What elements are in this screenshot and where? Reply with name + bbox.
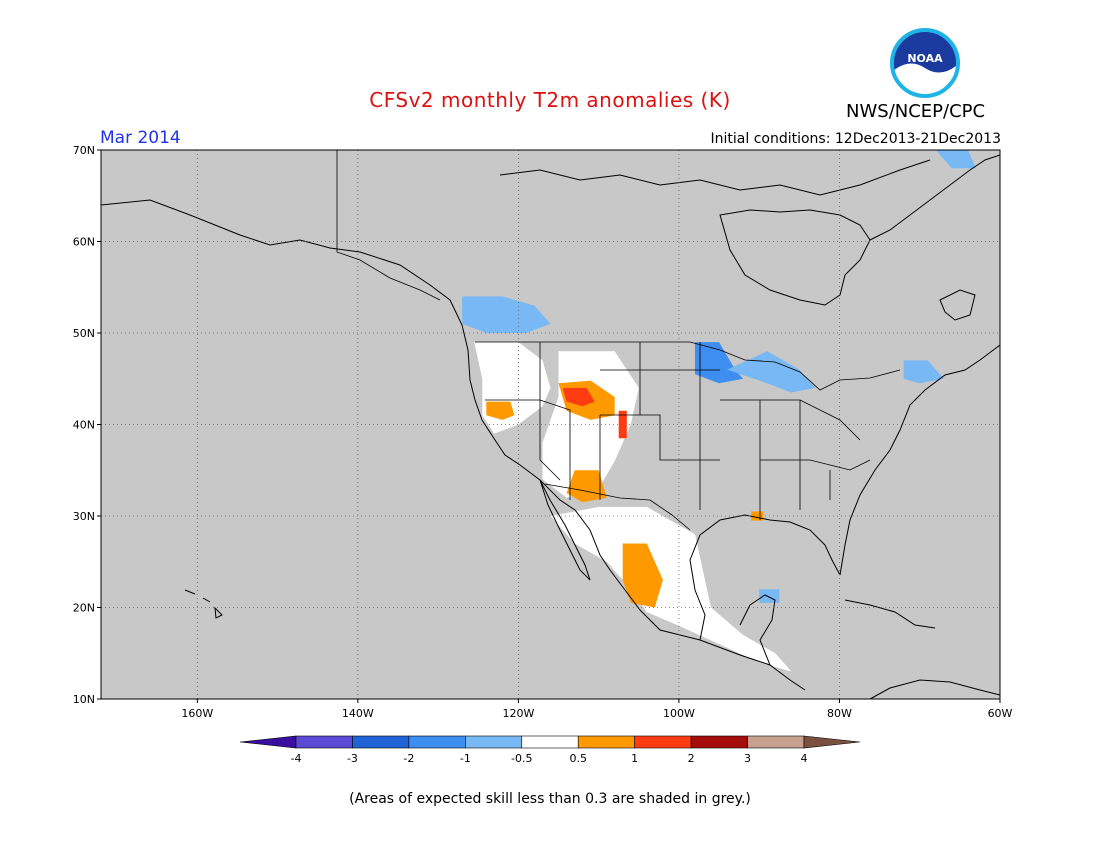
- lat-tick-label: 50N: [73, 327, 95, 340]
- region-california-warm: [486, 401, 515, 420]
- political-borders: [336, 150, 901, 531]
- coastline-cuba: [844, 599, 936, 629]
- region-arizona-warm: [566, 470, 607, 503]
- colorbar-label: 3: [744, 752, 751, 765]
- lon-tick-label: 120W: [502, 707, 534, 720]
- coastline-gulf: [689, 514, 841, 641]
- lon-tick-label: 60W: [988, 707, 1013, 720]
- coastline-east: [839, 344, 1001, 576]
- colorbar-box: [747, 735, 805, 749]
- colorbar-label: -3: [347, 752, 358, 765]
- lat-tick-label: 10N: [73, 693, 95, 706]
- border-us-canada: [475, 341, 901, 391]
- colorbar-label: -1: [460, 752, 471, 765]
- region-mexico-warm: [622, 543, 663, 608]
- coastline-hawaii: [184, 589, 223, 619]
- colorbar-label: -0.5: [511, 752, 532, 765]
- region-idaho-hot: [562, 387, 595, 407]
- colorbar-low-triangle: [239, 735, 297, 749]
- border-us-mexico: [544, 483, 691, 531]
- region-yucatan-cool: [759, 589, 780, 603]
- lat-tick-label: 40N: [73, 419, 95, 432]
- region-great-lakes-cool: [727, 351, 816, 393]
- coastline-yucatan: [739, 594, 776, 666]
- coastline-south-america: [869, 679, 1001, 700]
- colorbar-high-triangle: [803, 735, 861, 749]
- colorbar-box: [521, 735, 579, 749]
- lat-tick-label: 30N: [73, 510, 95, 523]
- border-alaska-canada: [336, 150, 441, 301]
- valid-month-label: Mar 2014: [100, 128, 181, 148]
- initial-conditions-label: Initial conditions: 12Dec2013-21Dec2013: [710, 131, 1002, 147]
- colorbar-label: 2: [688, 752, 695, 765]
- colorbar-box: [352, 735, 410, 749]
- coastline-hudson-bay: [719, 209, 871, 306]
- lat-tick-label: 60N: [73, 236, 95, 249]
- lon-tick-label: 140W: [342, 707, 374, 720]
- region-new-england-cool: [903, 360, 944, 384]
- region-upper-midwest-cool: [695, 342, 744, 384]
- colorbar-box: [634, 735, 692, 749]
- colorbar-label: -2: [403, 752, 414, 765]
- footnote: (Areas of expected skill less than 0.3 a…: [349, 791, 751, 807]
- lon-tick-label: 80W: [827, 707, 852, 720]
- lon-tick-label: 160W: [181, 707, 213, 720]
- colorbar-label: 4: [801, 752, 808, 765]
- lat-tick-label: 70N: [73, 144, 95, 157]
- coastline-north-america: [100, 199, 806, 691]
- lon-tick-label: 100W: [663, 707, 695, 720]
- map-title: CFSv2 monthly T2m anomalies (K): [369, 88, 731, 112]
- agency-label: NWS/NCEP/CPC: [846, 101, 986, 122]
- region-greenland-cool: [935, 150, 976, 169]
- region-mexico-white: [550, 506, 792, 672]
- colorbar-label: 1: [631, 752, 638, 765]
- noaa-logo-text: NOAA: [907, 52, 943, 65]
- colorbar-box: [577, 735, 635, 749]
- colorbar-box: [690, 735, 748, 749]
- coastline-labrador: [869, 154, 1001, 241]
- colorbar: -4 -3 -2 -1 -0.5 0.5 1 2 3 4: [239, 735, 861, 765]
- colorbar-box: [465, 735, 523, 749]
- lat-tick-label: 20N: [73, 602, 95, 615]
- anomaly-map: 160W 140W 120W 100W 80W 60W 10N 20N 30N 40N 50N 60N…: [73, 144, 1013, 765]
- noaa-logo: NOAA: [890, 28, 960, 98]
- anomaly-regions: [462, 150, 976, 672]
- colorbar-box: [295, 735, 353, 749]
- region-canada-bc-cool: [462, 296, 551, 333]
- map-axes: 160W 140W 120W 100W 80W 60W 10N 20N 30N 40N 50N 60N…: [73, 144, 1013, 720]
- coastline-arctic-islands: [499, 159, 931, 196]
- colorbar-label: 0.5: [569, 752, 587, 765]
- coastline-newfoundland: [939, 289, 976, 321]
- colorbar-box: [408, 735, 466, 749]
- region-colorado-hot: [618, 410, 627, 439]
- colorbar-label: -4: [291, 752, 302, 765]
- coastlines: [100, 154, 1001, 700]
- border-states-east: [759, 399, 871, 520]
- coastline-baja: [539, 479, 591, 581]
